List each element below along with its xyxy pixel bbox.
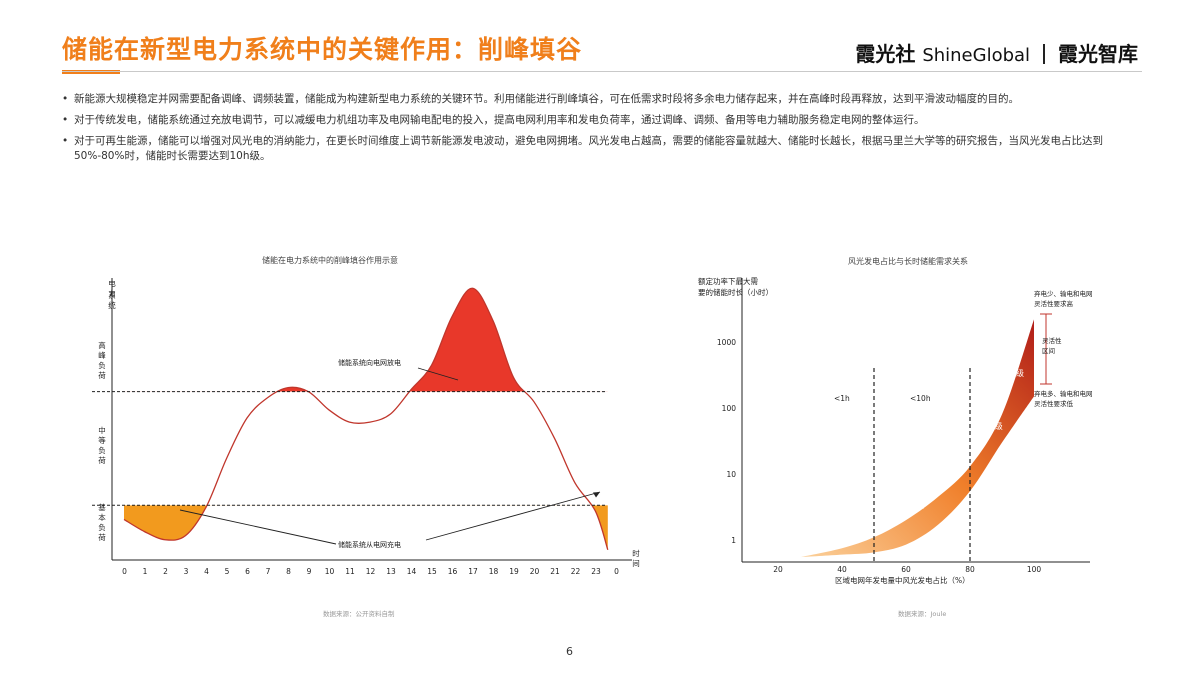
annotation-discharge: 储能系统向电网放电 — [338, 358, 401, 367]
annotation-charge: 储能系统从电网充电 — [338, 540, 401, 549]
note-low-flex: 灵活性要求低 — [1034, 399, 1074, 408]
y-tick-label: 100 — [722, 404, 737, 413]
bullet-item: • 新能源大规模稳定并网需要配备调峰、调频装置，储能成为构建新型电力系统的关键环节… — [62, 93, 1019, 105]
zone-label-day: 天/周级 — [976, 421, 1003, 431]
brand-separator — [1043, 44, 1046, 64]
y-axis-label: 要的储能时长（小时） — [698, 287, 773, 297]
x-tick-label: 100 — [1027, 565, 1042, 574]
x-tick-label: 18 — [489, 567, 499, 576]
x-tick-label: 12 — [366, 567, 376, 576]
x-tick-label: 23 — [591, 567, 601, 576]
band-label-base: 基 — [98, 502, 106, 512]
chart1-title: 储能在电力系统中的削峰填谷作用示意 — [262, 256, 398, 265]
zone-label-hour: 小时级 — [900, 500, 924, 510]
x-tick-label: 15 — [427, 567, 437, 576]
duration-area — [800, 319, 1034, 558]
y-axis-label: 统 — [108, 300, 116, 310]
x-tick-label: 0 — [614, 567, 619, 576]
header-divider — [62, 71, 1142, 72]
x-tick-label: 21 — [550, 567, 560, 576]
band-label-mid: 荷 — [98, 455, 106, 465]
y-axis-label: 力 — [108, 288, 116, 298]
annotation-charge-arrow-right — [425, 491, 601, 541]
band-label-base: 荷 — [98, 532, 106, 542]
x-tick-label: 40 — [837, 565, 847, 574]
region-label-10h: <10h — [910, 394, 931, 403]
band-label-mid: 负 — [98, 445, 106, 455]
x-tick-label: 4 — [204, 567, 209, 576]
band-label-peak: 峰 — [98, 350, 106, 360]
note-low-flex: 弃电多、输电和电网 — [1034, 389, 1093, 398]
band-label-base: 本 — [98, 512, 106, 522]
title-accent-bar — [62, 70, 120, 74]
page-title: 储能在新型电力系统中的关键作用：削峰填谷 — [62, 35, 583, 64]
page-number: 6 — [566, 645, 573, 658]
band-label-mid: 等 — [98, 435, 106, 445]
brand-name-cn: 霞光社 — [855, 42, 916, 66]
x-axis-label: 区域电网年发电量中风光发电占比（%） — [835, 575, 970, 585]
note-flex-range: 区间 — [1042, 347, 1055, 355]
note-high-flex: 灵活性要求高 — [1034, 299, 1074, 308]
zone-label-season: 季度级 — [1000, 368, 1024, 378]
charge-area — [124, 505, 608, 550]
y-tick-label: 1000 — [717, 338, 736, 347]
brand-name-en: ShineGlobal — [922, 45, 1031, 66]
y-axis-label: 系 — [108, 290, 116, 300]
x-axis-label: 时 — [632, 548, 640, 558]
x-axis-label: 间 — [632, 559, 640, 568]
note-high-flex: 弃电少、输电和电网 — [1034, 289, 1093, 298]
x-tick-label: 9 — [307, 567, 312, 576]
bullet-text: 对于传统发电，储能系统通过充放电调节，可以减缓电力机组功率及电网输电配电的投入，… — [74, 114, 925, 126]
x-tick-label: 60 — [901, 565, 911, 574]
x-tick-label: 20 — [530, 567, 540, 576]
discharge-area — [124, 288, 608, 392]
x-tick-label: 19 — [509, 567, 519, 576]
x-tick-label: 1 — [143, 567, 148, 576]
x-tick-label: 10 — [325, 567, 335, 576]
annotation-charge-arrow-left — [179, 509, 337, 545]
x-tick-label: 11 — [345, 567, 355, 576]
region-label-1h: <1h — [834, 394, 850, 403]
note-flex-range: 灵活性 — [1042, 336, 1062, 345]
band-label-peak: 高 — [98, 340, 106, 350]
x-tick-label: 8 — [286, 567, 291, 576]
band-label-mid: 中 — [98, 425, 106, 435]
bullet-item: • 对于可再生能源，储能可以增强对风光电的消纳能力，在更长时间维度上调节新能源发电… — [62, 135, 1103, 162]
brand-sub: 霞光智库 — [1058, 42, 1138, 66]
chart2-title: 风光发电占比与长时储能需求关系 — [848, 257, 968, 266]
x-tick-label: 2 — [163, 567, 168, 576]
x-tick-label: 13 — [386, 567, 396, 576]
x-tick-label: 80 — [965, 565, 975, 574]
y-axis-label: 额定功率下最大需 — [698, 276, 758, 286]
x-tick-label: 22 — [571, 567, 581, 576]
band-label-peak: 荷 — [98, 370, 106, 380]
band-label-base: 负 — [98, 522, 106, 532]
x-tick-label: 17 — [468, 567, 478, 576]
bullet-text: 对于可再生能源，储能可以增强对风光电的消纳能力，在更长时间维度上调节新能源发电波… — [74, 135, 1103, 162]
y-tick-label: 1 — [731, 536, 736, 545]
bullet-item: • 对于传统发电，储能系统通过充放电调节，可以减缓电力机组功率及电网输电配电的投入… — [62, 114, 925, 126]
x-tick-label: 0 — [122, 567, 127, 576]
x-tick-label: 20 — [773, 565, 783, 574]
brand-logo: 霞光社 ShineGlobal 霞光智库 — [855, 38, 1138, 67]
annotation-arrowhead — [593, 492, 600, 498]
x-tick-label: 16 — [448, 567, 458, 576]
chart1-source: 数据来源：公开资料自制 — [323, 610, 395, 618]
chart2-source: 数据来源：Joule — [898, 610, 947, 618]
x-tick-label: 6 — [245, 567, 250, 576]
x-tick-label: 7 — [266, 567, 271, 576]
bullet-list: • 新能源大规模稳定并网需要配备调峰、调频装置，储能成为构建新型电力系统的关键环节… — [62, 92, 1142, 170]
x-tick-label: 14 — [407, 567, 417, 576]
y-axis-label: 电 — [108, 278, 116, 288]
x-tick-label: 3 — [184, 567, 189, 576]
bullet-text: 新能源大规模稳定并网需要配备调峰、调频装置，储能成为构建新型电力系统的关键环节。… — [74, 93, 1019, 105]
y-tick-label: 10 — [726, 470, 736, 479]
load-curve-line — [123, 287, 609, 551]
x-tick-label: 5 — [225, 567, 230, 576]
band-label-peak: 负 — [98, 360, 106, 370]
annotation-discharge-arrow — [417, 367, 459, 381]
